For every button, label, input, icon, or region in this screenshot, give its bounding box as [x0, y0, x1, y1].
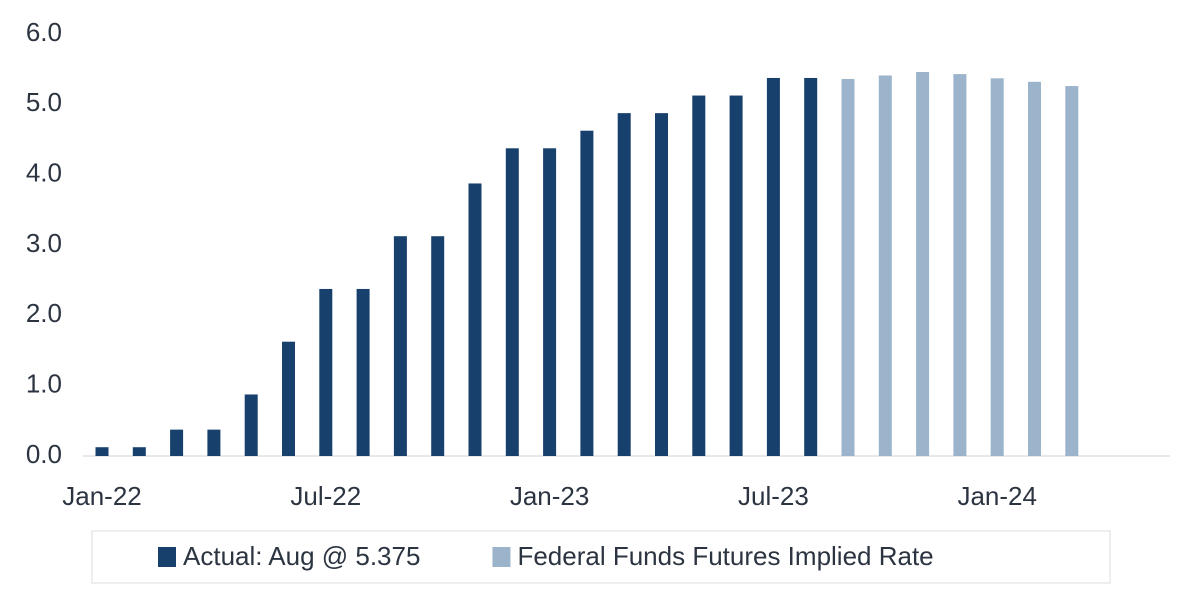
bar — [319, 288, 333, 456]
y-tick-label: 3.0 — [26, 228, 62, 258]
legend-label: Actual: Aug @ 5.375 — [183, 541, 420, 571]
y-tick-label: 5.0 — [26, 87, 62, 117]
x-tick-label: Jan-24 — [957, 481, 1037, 511]
y-tick-label: 0.0 — [26, 439, 62, 469]
bar — [655, 113, 668, 456]
bar — [543, 148, 557, 456]
bar — [692, 95, 706, 457]
bar — [766, 77, 780, 456]
legend-swatch — [492, 547, 511, 567]
bar — [282, 341, 295, 456]
bar — [916, 71, 930, 456]
bar — [804, 77, 818, 456]
x-tick-label: Jan-23 — [510, 481, 590, 511]
x-tick-label: Jul-23 — [738, 481, 809, 511]
x-tick-label: Jan-22 — [62, 481, 142, 511]
bar — [505, 148, 519, 456]
bar — [207, 429, 221, 456]
legend-label: Federal Funds Futures Implied Rate — [517, 541, 933, 571]
y-tick-label: 6.0 — [26, 17, 62, 47]
bar — [1065, 86, 1079, 457]
bar — [617, 113, 631, 456]
bar — [841, 79, 855, 456]
bar — [729, 95, 743, 457]
bar — [953, 74, 967, 456]
bar — [580, 130, 594, 457]
bar — [1028, 81, 1041, 457]
x-tick-label: Jul-22 — [290, 481, 361, 511]
bar — [95, 447, 109, 456]
y-tick-label: 1.0 — [26, 369, 62, 399]
y-tick-label: 4.0 — [26, 158, 62, 188]
bar — [170, 429, 184, 456]
bar — [990, 78, 1004, 456]
legend-swatch — [158, 547, 176, 567]
bar — [132, 447, 146, 456]
bar — [468, 183, 482, 457]
bar — [356, 288, 370, 456]
legend-box — [91, 530, 1111, 584]
y-tick-label: 2.0 — [26, 298, 62, 328]
bar — [393, 236, 407, 456]
bar — [244, 394, 258, 456]
bar — [431, 236, 445, 456]
bar — [878, 75, 892, 456]
